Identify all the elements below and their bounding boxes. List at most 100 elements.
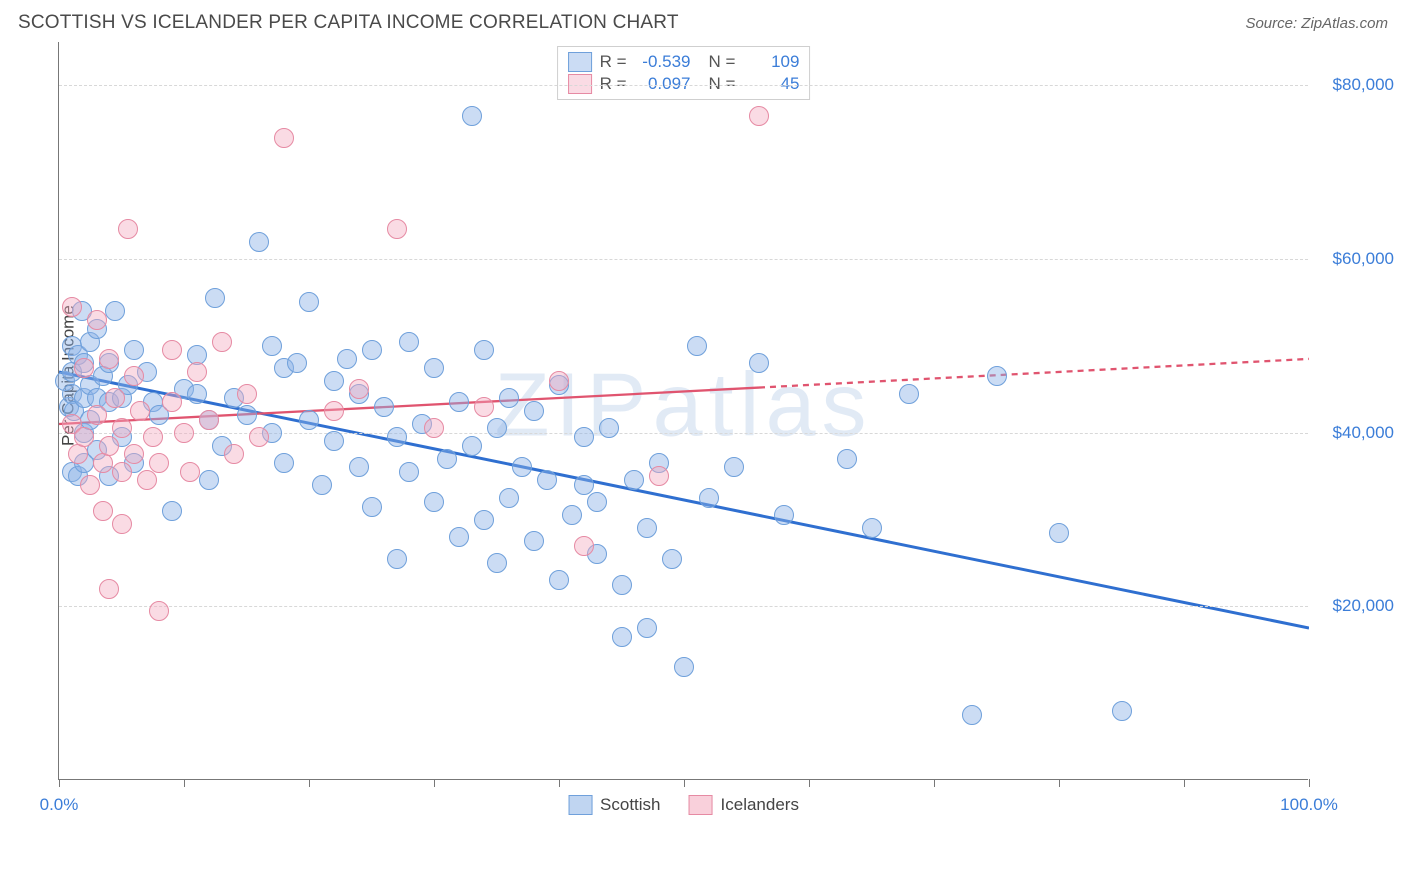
legend-label: Icelanders [721, 795, 799, 815]
scatter-point [424, 358, 444, 378]
x-tick [559, 779, 560, 787]
scatter-point [187, 384, 207, 404]
scatter-point [124, 340, 144, 360]
scatter-point [212, 332, 232, 352]
x-tick [684, 779, 685, 787]
scatter-point [612, 575, 632, 595]
scatter-point [399, 462, 419, 482]
scatter-point [387, 219, 407, 239]
scatter-point [274, 453, 294, 473]
scatter-point [87, 310, 107, 330]
scatter-point [262, 336, 282, 356]
scatter-point [124, 444, 144, 464]
x-tick [434, 779, 435, 787]
scatter-point [99, 436, 119, 456]
scatter-point [1112, 701, 1132, 721]
gridline [59, 85, 1308, 86]
scatter-point [612, 627, 632, 647]
scatter-point [99, 349, 119, 369]
scatter-point [118, 219, 138, 239]
scatter-point [587, 492, 607, 512]
scatter-point [93, 501, 113, 521]
x-tick [934, 779, 935, 787]
x-tick-label: 100.0% [1280, 795, 1338, 815]
gridline [59, 259, 1308, 260]
scatter-point [149, 601, 169, 621]
scatter-point [74, 358, 94, 378]
scatter-point [137, 470, 157, 490]
scatter-point [162, 501, 182, 521]
scatter-point [224, 444, 244, 464]
scatter-point [549, 570, 569, 590]
legend-swatch [689, 795, 713, 815]
scatter-point [549, 371, 569, 391]
y-tick-label: $20,000 [1333, 596, 1394, 616]
scatter-point [143, 427, 163, 447]
scatter-point [899, 384, 919, 404]
scatter-point [124, 366, 144, 386]
scatter-point [324, 401, 344, 421]
scatter-point [649, 466, 669, 486]
scatter-point [862, 518, 882, 538]
scatter-point [487, 553, 507, 573]
x-tick [1059, 779, 1060, 787]
y-tick-label: $60,000 [1333, 249, 1394, 269]
scatter-point [599, 418, 619, 438]
scatter-point [299, 292, 319, 312]
scatter-point [105, 301, 125, 321]
scatter-point [174, 423, 194, 443]
n-value: 109 [743, 52, 799, 72]
scatter-point [449, 392, 469, 412]
scatter-point [112, 514, 132, 534]
scatter-point [187, 362, 207, 382]
scatter-point [724, 457, 744, 477]
n-label: N = [709, 74, 736, 94]
scatter-point [562, 505, 582, 525]
scatter-point [237, 384, 257, 404]
scatter-point [774, 505, 794, 525]
scatter-point [487, 418, 507, 438]
scatter-point [399, 332, 419, 352]
scatter-point [199, 410, 219, 430]
plot-area: ZIPatlas R =-0.539N =109R =0.097N =45 Sc… [58, 42, 1308, 780]
scatter-point [449, 527, 469, 547]
scatter-point [437, 449, 457, 469]
scatter-point [637, 518, 657, 538]
scatter-point [674, 657, 694, 677]
scatter-point [499, 388, 519, 408]
scatter-point [149, 453, 169, 473]
scatter-point [462, 436, 482, 456]
scatter-point [524, 531, 544, 551]
scatter-point [287, 353, 307, 373]
scatter-point [112, 462, 132, 482]
watermark: ZIPatlas [494, 354, 872, 457]
scatter-point [524, 401, 544, 421]
x-tick [184, 779, 185, 787]
scatter-point [424, 418, 444, 438]
legend-swatch [568, 52, 592, 72]
scatter-point [499, 488, 519, 508]
scatter-point [387, 549, 407, 569]
scatter-point [1049, 523, 1069, 543]
scatter-point [349, 379, 369, 399]
scatter-point [387, 427, 407, 447]
scatter-point [837, 449, 857, 469]
scatter-point [205, 288, 225, 308]
scatter-point [312, 475, 332, 495]
r-label: R = [600, 52, 627, 72]
legend-label: Scottish [600, 795, 660, 815]
correlation-row: R =0.097N =45 [568, 73, 800, 95]
scatter-point [699, 488, 719, 508]
scatter-point [662, 549, 682, 569]
scatter-point [474, 340, 494, 360]
correlation-legend: R =-0.539N =109R =0.097N =45 [557, 46, 811, 100]
scatter-point [624, 470, 644, 490]
x-tick [1184, 779, 1185, 787]
scatter-point [274, 128, 294, 148]
scatter-point [574, 536, 594, 556]
chart-header: SCOTTISH VS ICELANDER PER CAPITA INCOME … [0, 0, 1406, 42]
y-tick-label: $80,000 [1333, 75, 1394, 95]
gridline [59, 606, 1308, 607]
legend-item: Icelanders [689, 795, 799, 815]
scatter-point [199, 470, 219, 490]
